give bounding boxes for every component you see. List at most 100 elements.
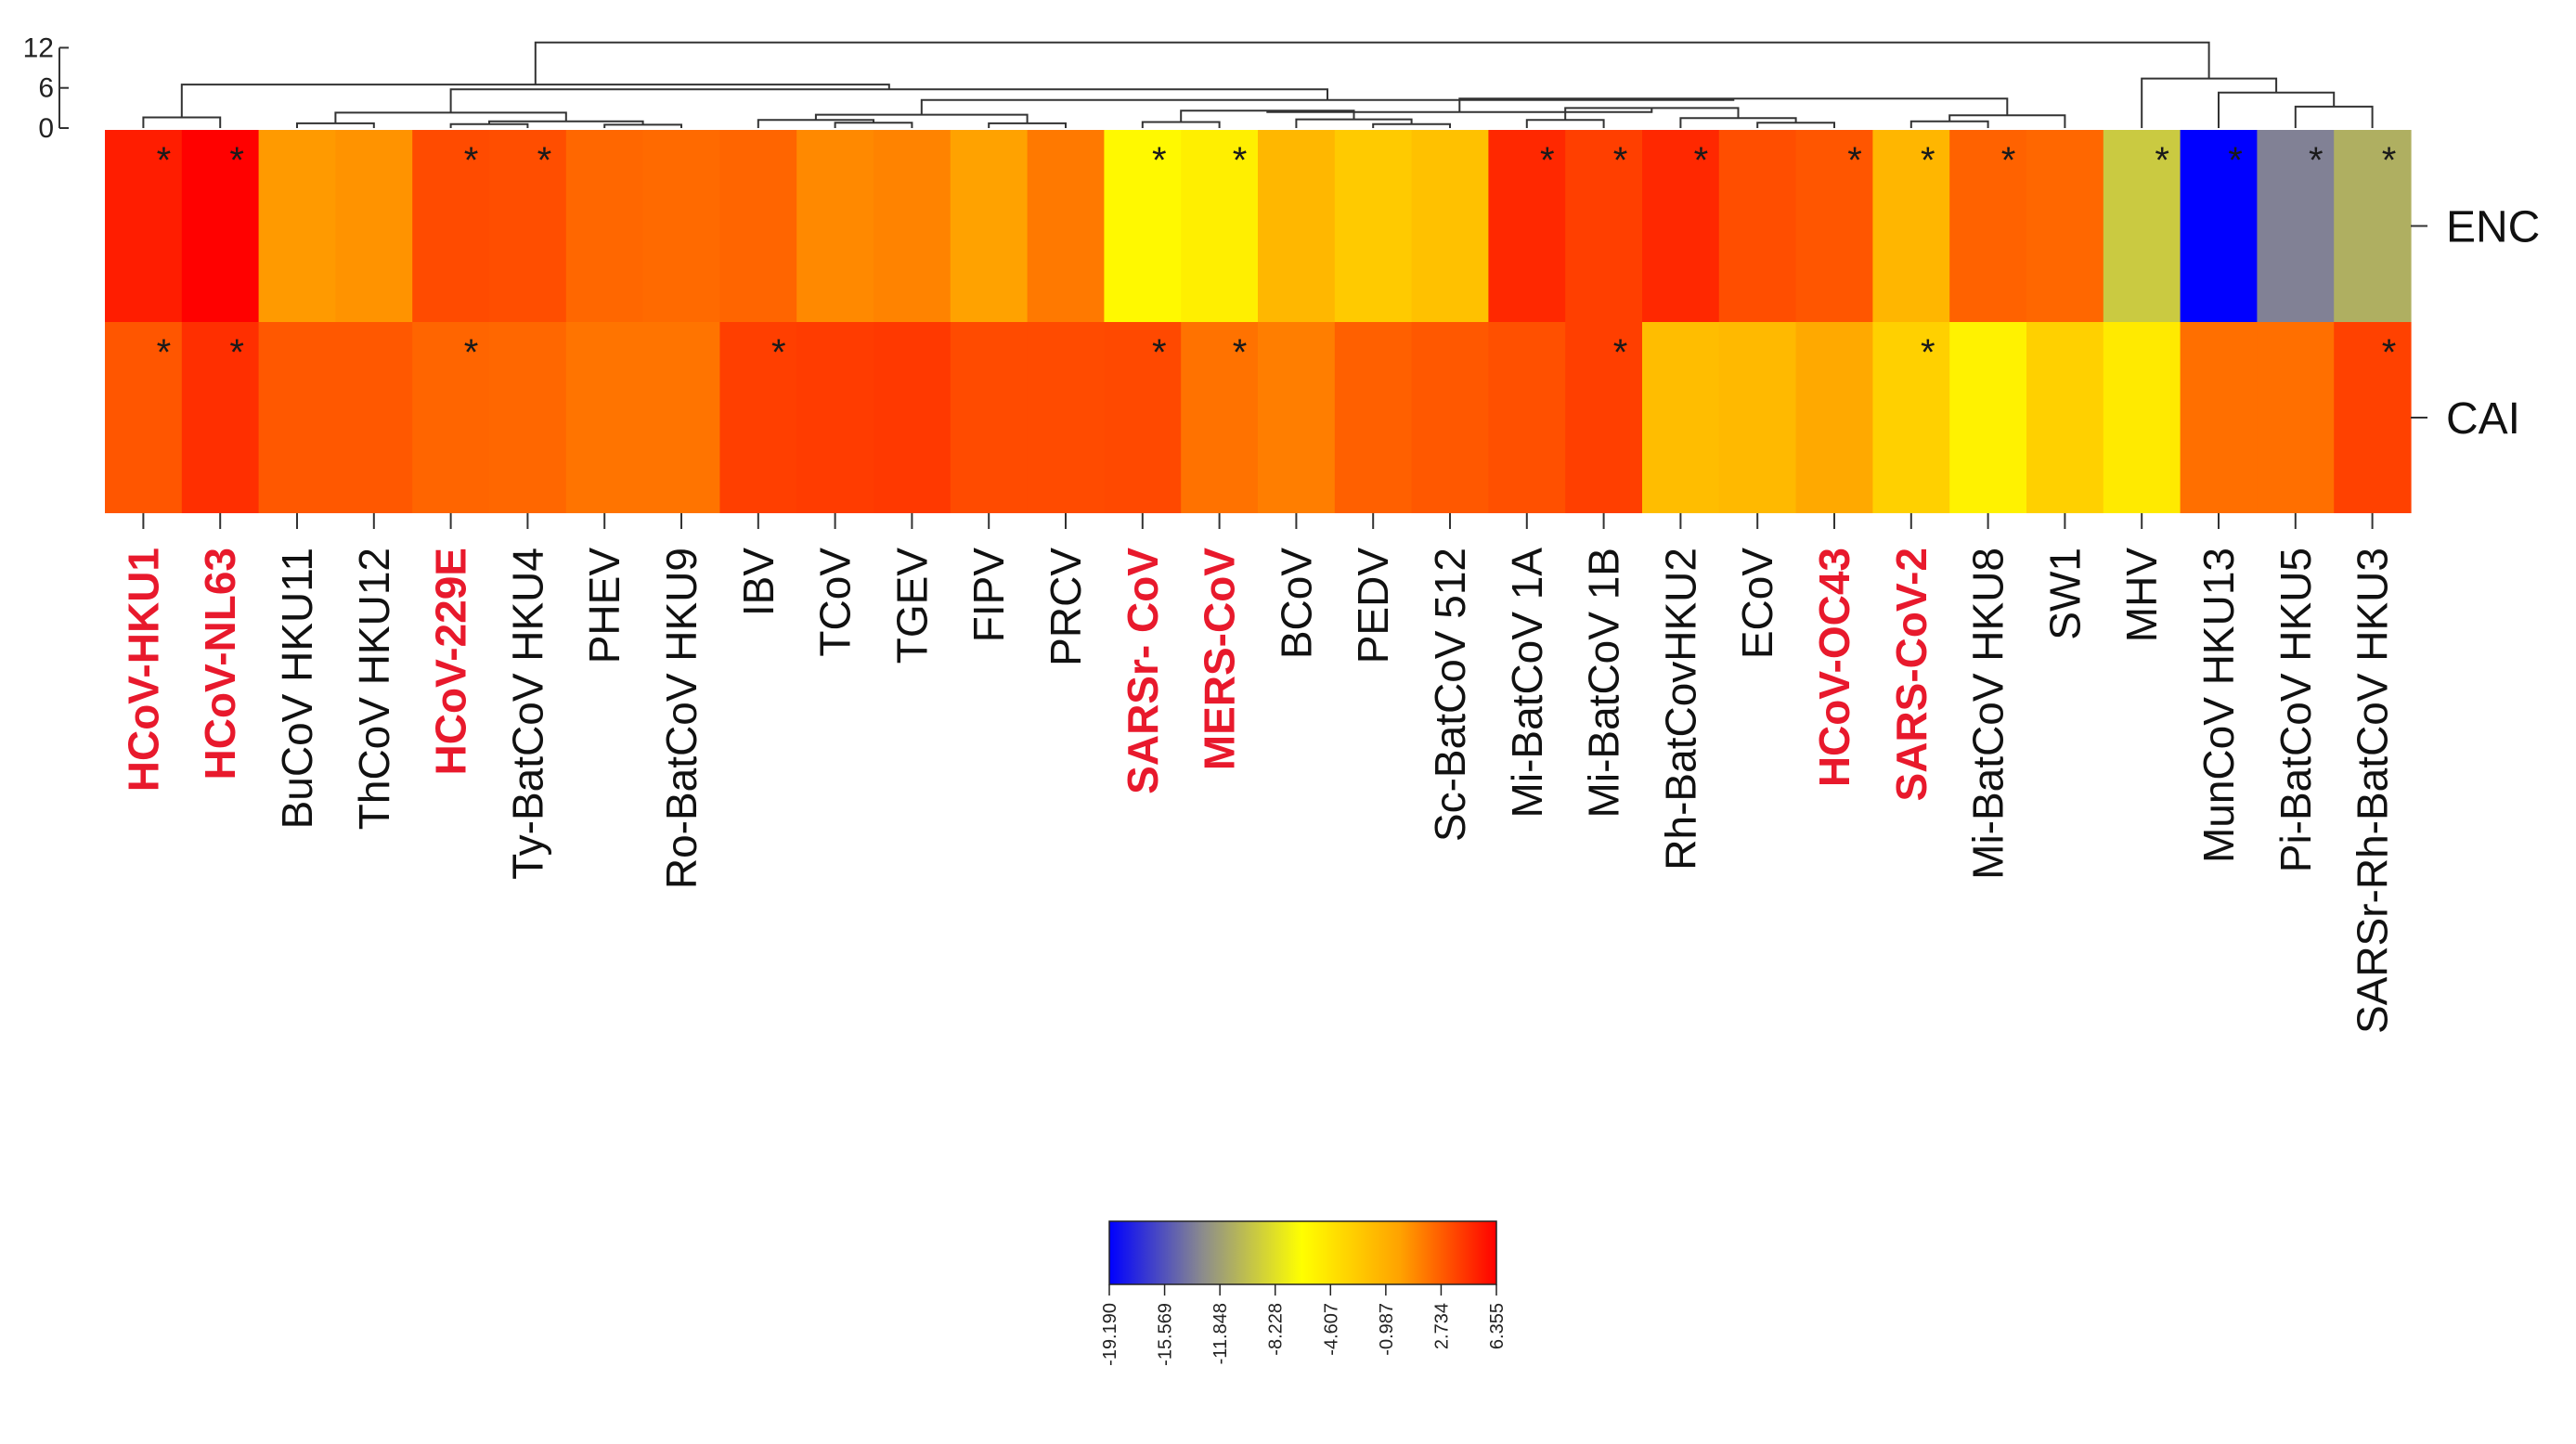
column-label: IBV (734, 548, 783, 616)
cell-cai-20 (1565, 322, 1643, 513)
cell-cai-15 (1181, 322, 1259, 513)
column-label: HCoV-NL63 (196, 548, 244, 780)
dendrogram-branch (296, 122, 375, 128)
dendrogram-branch (834, 122, 913, 128)
significance-markers: * * * * * * * * * * * * * * * * * * * * * * * * * (157, 140, 2397, 373)
cell-enc-24 (1872, 130, 1950, 322)
cell-enc-29 (2257, 130, 2335, 322)
dendrogram-axis-label: 6 (38, 73, 54, 104)
column-label: ThCoV HKU12 (350, 548, 398, 830)
cell-enc-6 (489, 130, 567, 322)
column-dendrogram (142, 41, 2374, 128)
colorbar-tick-label: 2.734 (1431, 1303, 1452, 1349)
cell-cai-25 (1949, 322, 2027, 513)
cell-enc-18 (1411, 130, 1489, 322)
cell-enc-11 (874, 130, 951, 322)
cell-enc-23 (1795, 130, 1873, 322)
significance-star: * (2001, 140, 2016, 181)
significance-star: * (2382, 140, 2397, 181)
significance-star: * (1847, 140, 1862, 181)
column-label: Mi-BatCoV HKU8 (1964, 548, 2013, 880)
column-labels: HCoV-HKU1 HCoV-NL63 BuCoV HKU11 ThCoV HKU12… (119, 513, 2397, 1034)
cell-cai-19 (1488, 322, 1566, 513)
column-label: Sc-BatCoV 512 (1426, 548, 1474, 842)
colorbar-tick-label: -19.190 (1100, 1303, 1120, 1366)
colorbar-tick-label: -15.569 (1156, 1303, 1176, 1366)
cell-cai-22 (1718, 322, 1797, 513)
column-label: FIPV (964, 548, 1013, 643)
cell-enc-30 (2334, 130, 2412, 322)
significance-star: * (2228, 140, 2243, 181)
significance-star: * (2155, 140, 2169, 181)
dendrogram-branch (2141, 77, 2278, 128)
significance-star: * (1613, 140, 1628, 181)
cell-cai-6 (489, 322, 567, 513)
column-label: Mi-BatCoV 1A (1503, 548, 1551, 819)
dendrogram-branch (1909, 120, 1989, 128)
significance-star: * (1233, 140, 1248, 181)
column-label: Ro-BatCoV HKU9 (657, 548, 705, 889)
column-label: HCoV-229E (427, 548, 475, 775)
cell-cai-21 (1642, 322, 1720, 513)
cell-enc-8 (642, 130, 720, 322)
cell-enc-15 (1181, 130, 1259, 322)
row-label-enc: ENC (2446, 203, 2540, 252)
significance-star: * (771, 332, 786, 373)
significance-star: * (1540, 140, 1555, 181)
dendrogram-branch (1372, 122, 1451, 128)
dendrogram-branch (988, 122, 1067, 128)
column-label: HCoV-HKU1 (119, 548, 167, 792)
cell-cai-27 (2103, 322, 2181, 513)
dendrogram-branch (2218, 91, 2336, 128)
dendrogram-branch (449, 88, 1328, 113)
cell-enc-22 (1718, 130, 1797, 322)
cell-cai-28 (2180, 322, 2258, 513)
significance-star: * (1921, 140, 1935, 181)
colorbar-tick-label: -11.848 (1210, 1303, 1231, 1364)
cell-enc-16 (1258, 130, 1336, 322)
cell-cai-29 (2257, 322, 2335, 513)
column-label: Pi-BatCoV HKU5 (2272, 548, 2320, 872)
cell-cai-3 (258, 322, 336, 513)
cell-enc-27 (2103, 130, 2181, 322)
significance-star: * (157, 140, 172, 181)
column-label: MHV (2117, 548, 2166, 643)
cell-cai-1 (105, 322, 183, 513)
dendrogram-branch (2294, 105, 2374, 128)
cell-cai-23 (1795, 322, 1873, 513)
significance-star: * (2309, 140, 2324, 181)
column-label: MunCoV HKU13 (2194, 548, 2243, 863)
dendrogram-branch (1756, 122, 1835, 128)
cell-cai-7 (565, 322, 644, 513)
dendrogram-axis: 0 6 12 (23, 32, 69, 144)
cell-enc-21 (1642, 130, 1720, 322)
cell-enc-13 (1027, 130, 1105, 322)
significance-star: * (1152, 140, 1167, 181)
dendrogram-branch (449, 122, 529, 128)
dendrogram-branch (534, 41, 2210, 85)
cell-enc-12 (950, 130, 1029, 322)
column-label: MERS-CoV (1196, 548, 1244, 771)
column-label: PHEV (580, 548, 628, 664)
significance-star: * (1921, 332, 1935, 373)
cell-enc-14 (1104, 130, 1182, 322)
column-label: PEDV (1349, 548, 1397, 664)
significance-star: * (1233, 332, 1248, 373)
cell-cai-10 (796, 322, 874, 513)
significance-star: * (537, 140, 552, 181)
colorbar-tick-label: -0.987 (1377, 1303, 1397, 1356)
color-key: -19.190 -15.569 -11.848 -8.228 -4.607 -0.987 2… (1100, 1220, 1508, 1366)
row-labels: ENC CAI (2411, 203, 2540, 444)
cell-enc-2 (181, 130, 260, 322)
column-label: Mi-BatCoV 1B (1580, 548, 1628, 818)
column-label: PRCV (1042, 548, 1090, 666)
cell-cai-2 (181, 322, 260, 513)
cell-enc-10 (796, 130, 874, 322)
cell-enc-3 (258, 130, 336, 322)
cell-cai-14 (1104, 322, 1182, 513)
cell-cai-24 (1872, 322, 1950, 513)
significance-star: * (157, 332, 172, 373)
column-label: HCoV-OC43 (1810, 548, 1858, 787)
cell-cai-17 (1334, 322, 1413, 513)
